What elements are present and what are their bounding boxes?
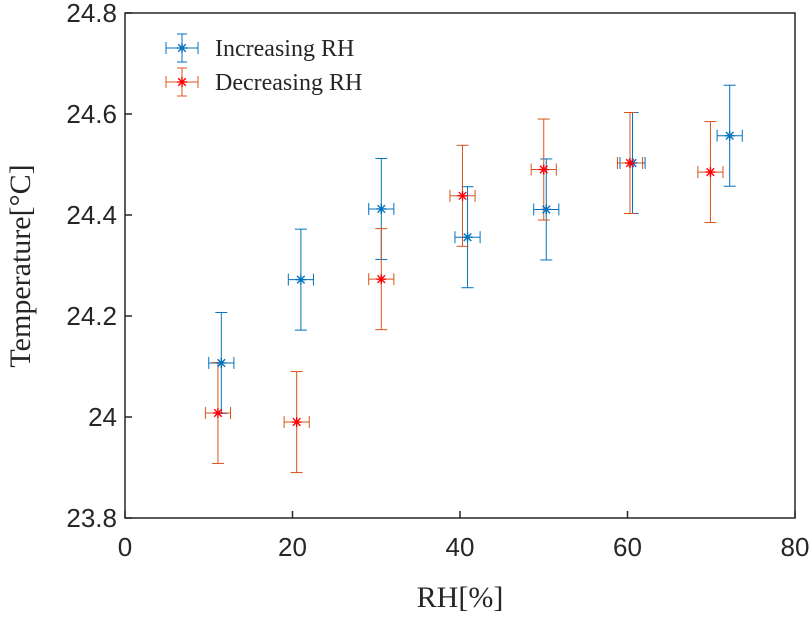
x-tick-label: 40 xyxy=(446,532,475,562)
y-tick-label: 24.2 xyxy=(66,301,117,331)
x-tick: 0 xyxy=(118,511,132,562)
data-point-decreasing xyxy=(538,164,549,175)
y-tick: 24 xyxy=(88,402,132,432)
legend-label: Increasing RH xyxy=(215,36,354,62)
data-point-increasing xyxy=(541,204,552,215)
legend-label: Decreasing RH xyxy=(215,70,362,96)
data-point-decreasing xyxy=(625,157,636,168)
y-tick: 24.8 xyxy=(66,0,132,28)
data-point-increasing xyxy=(216,357,227,368)
y-tick: 24.6 xyxy=(66,99,132,129)
y-axis-ticks: 23.8 24 24.2 24.4 24.6 24.8 xyxy=(66,0,132,533)
data-point-decreasing xyxy=(376,274,387,285)
x-tick-label: 20 xyxy=(278,532,307,562)
data-point-decreasing xyxy=(705,167,716,178)
x-tick-label: 80 xyxy=(781,532,810,562)
y-axis-label: Temperature[°C] xyxy=(4,164,37,367)
y-tick-label: 24 xyxy=(88,402,117,432)
y-tick: 23.8 xyxy=(66,503,132,533)
data-point-increasing xyxy=(376,203,387,214)
x-tick: 20 xyxy=(278,511,307,562)
x-tick: 80 xyxy=(781,511,810,562)
data-markers xyxy=(212,130,735,428)
y-tick-label: 24.4 xyxy=(66,200,117,230)
data-point-increasing xyxy=(295,274,306,285)
data-point-decreasing xyxy=(457,190,468,201)
legend: Increasing RH Decreasing RH xyxy=(165,33,362,97)
data-point-decreasing xyxy=(212,407,223,418)
legend-marker xyxy=(177,43,187,53)
y-tick: 24.4 xyxy=(66,200,132,230)
plot-background xyxy=(125,13,795,518)
x-tick-label: 0 xyxy=(118,532,132,562)
data-point-decreasing xyxy=(291,417,302,428)
legend-marker xyxy=(177,77,187,87)
x-tick: 60 xyxy=(613,511,642,562)
x-axis-ticks: 0 20 40 60 80 xyxy=(118,511,810,562)
legend-entry-increasing: Increasing RH xyxy=(165,33,354,63)
y-tick: 24.2 xyxy=(66,301,132,331)
data-point-increasing xyxy=(724,130,735,141)
x-tick-label: 60 xyxy=(613,532,642,562)
x-axis-label: RH[%] xyxy=(417,581,504,614)
legend-entry-decreasing: Decreasing RH xyxy=(165,67,362,97)
y-tick-label: 24.6 xyxy=(66,99,117,129)
y-tick-label: 23.8 xyxy=(66,503,117,533)
x-tick: 40 xyxy=(446,511,475,562)
data-point-increasing xyxy=(462,232,473,243)
y-tick-label: 24.8 xyxy=(66,0,117,28)
